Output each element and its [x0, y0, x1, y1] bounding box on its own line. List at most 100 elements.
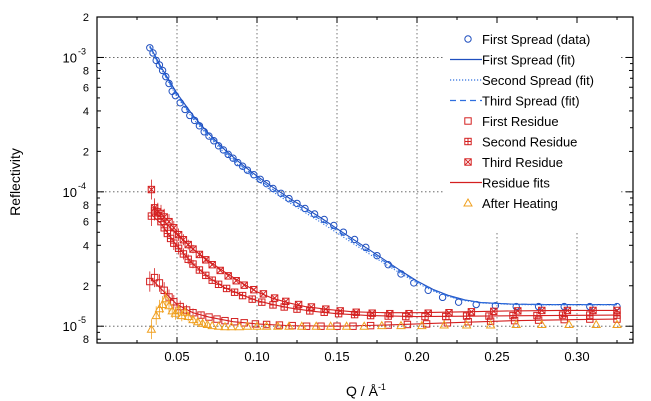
y-minor-tick-label: 2 [83, 146, 89, 158]
data-point [359, 321, 370, 330]
data-point [157, 299, 168, 309]
data-point [612, 319, 622, 328]
data-point [207, 320, 218, 330]
data-point [164, 300, 174, 310]
data-point [192, 316, 203, 326]
data-point [296, 321, 307, 330]
legend-label: First Residue [482, 114, 559, 129]
legend-item: First Spread (data) [464, 32, 590, 47]
data-point [216, 266, 224, 275]
data-point [285, 194, 293, 203]
legend-item: First Spread (fit) [450, 53, 575, 68]
series-after-heating [146, 290, 622, 340]
legend-marker-swatch [463, 197, 473, 207]
legend-item: Second Spread (fit) [450, 73, 594, 88]
data-point [485, 320, 496, 329]
data-point [491, 302, 500, 310]
data-point [160, 286, 168, 295]
data-point [197, 311, 205, 319]
y-axis-label: Reflectivity [7, 148, 23, 216]
data-point [150, 273, 159, 282]
legend-marker-swatch [464, 158, 472, 166]
legend-marker-swatch [464, 137, 472, 146]
data-point [261, 321, 272, 330]
data-point [173, 305, 184, 314]
series-second-spread-fit [149, 47, 617, 306]
legend-label: Third Spread (fit) [482, 94, 580, 109]
x-tick-label: 0.05 [164, 349, 189, 364]
grid-lines [97, 17, 633, 343]
data-point [146, 324, 157, 333]
y-minor-tick-label: 2 [83, 281, 89, 293]
legend-item: Third Residue [464, 155, 563, 170]
data-point [170, 298, 178, 306]
y-minor-tick-label: 8 [83, 65, 89, 77]
data-point [256, 175, 264, 183]
legend-label: Third Residue [482, 155, 563, 170]
y-tick-label: 10 [63, 319, 77, 334]
data-point [272, 321, 283, 330]
legend-item: Third Spread (fit) [450, 94, 580, 109]
data-point [208, 260, 216, 269]
data-point [229, 154, 237, 162]
x-axis-label-text: Q / Å [346, 383, 379, 399]
data-point [242, 321, 253, 330]
y-minor-tick-label: 6 [83, 82, 89, 94]
fit-line-third-spread-fit [149, 46, 617, 306]
data-point [439, 320, 450, 329]
y-tick-label: 10 [63, 185, 77, 200]
data-point [149, 49, 157, 57]
x-tick-label: 0.25 [484, 349, 509, 364]
legend-marker-swatch [464, 35, 472, 43]
data-point [146, 277, 154, 286]
x-tick-label: 0.30 [564, 349, 589, 364]
series-third-spread-fit [149, 46, 617, 306]
x-tick-label: 0.15 [324, 349, 349, 364]
legend-item: First Residue [464, 114, 559, 129]
y-minor-tick-label: 6 [83, 217, 89, 229]
data-point [362, 243, 370, 252]
data-point [147, 185, 156, 194]
data-point [461, 320, 472, 329]
data-point [591, 319, 602, 328]
data-point [197, 318, 208, 327]
data-point [536, 319, 547, 328]
data-point [511, 319, 522, 328]
y-minor-tick-label: 4 [83, 106, 89, 118]
data-point [310, 210, 319, 218]
data-point [325, 321, 336, 330]
fit-line-residue-fits-1 [152, 208, 617, 314]
legend-item: Second Residue [464, 135, 577, 150]
data-point [170, 239, 178, 247]
legend-label: Residue fits [482, 176, 550, 191]
y-minor-tick-label: 8 [83, 334, 89, 346]
data-point [376, 320, 387, 330]
fit-line-residue-fits-3 [151, 278, 618, 327]
fit-line-first-spread-fit [149, 45, 617, 306]
y-tick-label: 10 [63, 50, 77, 65]
data-point [341, 321, 352, 330]
data-point [259, 290, 268, 298]
legend-marker-swatch [464, 117, 472, 125]
data-point [252, 321, 262, 330]
y-tick-label-exponent: -3 [78, 46, 86, 56]
y-minor-tick-label: 4 [83, 240, 89, 252]
data-point [151, 310, 162, 320]
y-tick-label-exponent: -5 [78, 315, 86, 325]
data-point [213, 321, 224, 330]
data-point [162, 72, 170, 81]
data-point [262, 179, 271, 188]
legend-item: After Heating [463, 196, 558, 211]
y-tick-label-exponent: -4 [78, 181, 86, 191]
data-point [154, 303, 165, 313]
fit-line-residue-fits-2 [151, 213, 618, 318]
series-layer [146, 44, 622, 340]
data-point [219, 146, 228, 154]
fit-line-second-spread-fit [149, 47, 617, 306]
data-point [234, 158, 242, 167]
data-point [158, 66, 167, 75]
data-point [234, 321, 245, 331]
plot-frame [96, 16, 634, 344]
